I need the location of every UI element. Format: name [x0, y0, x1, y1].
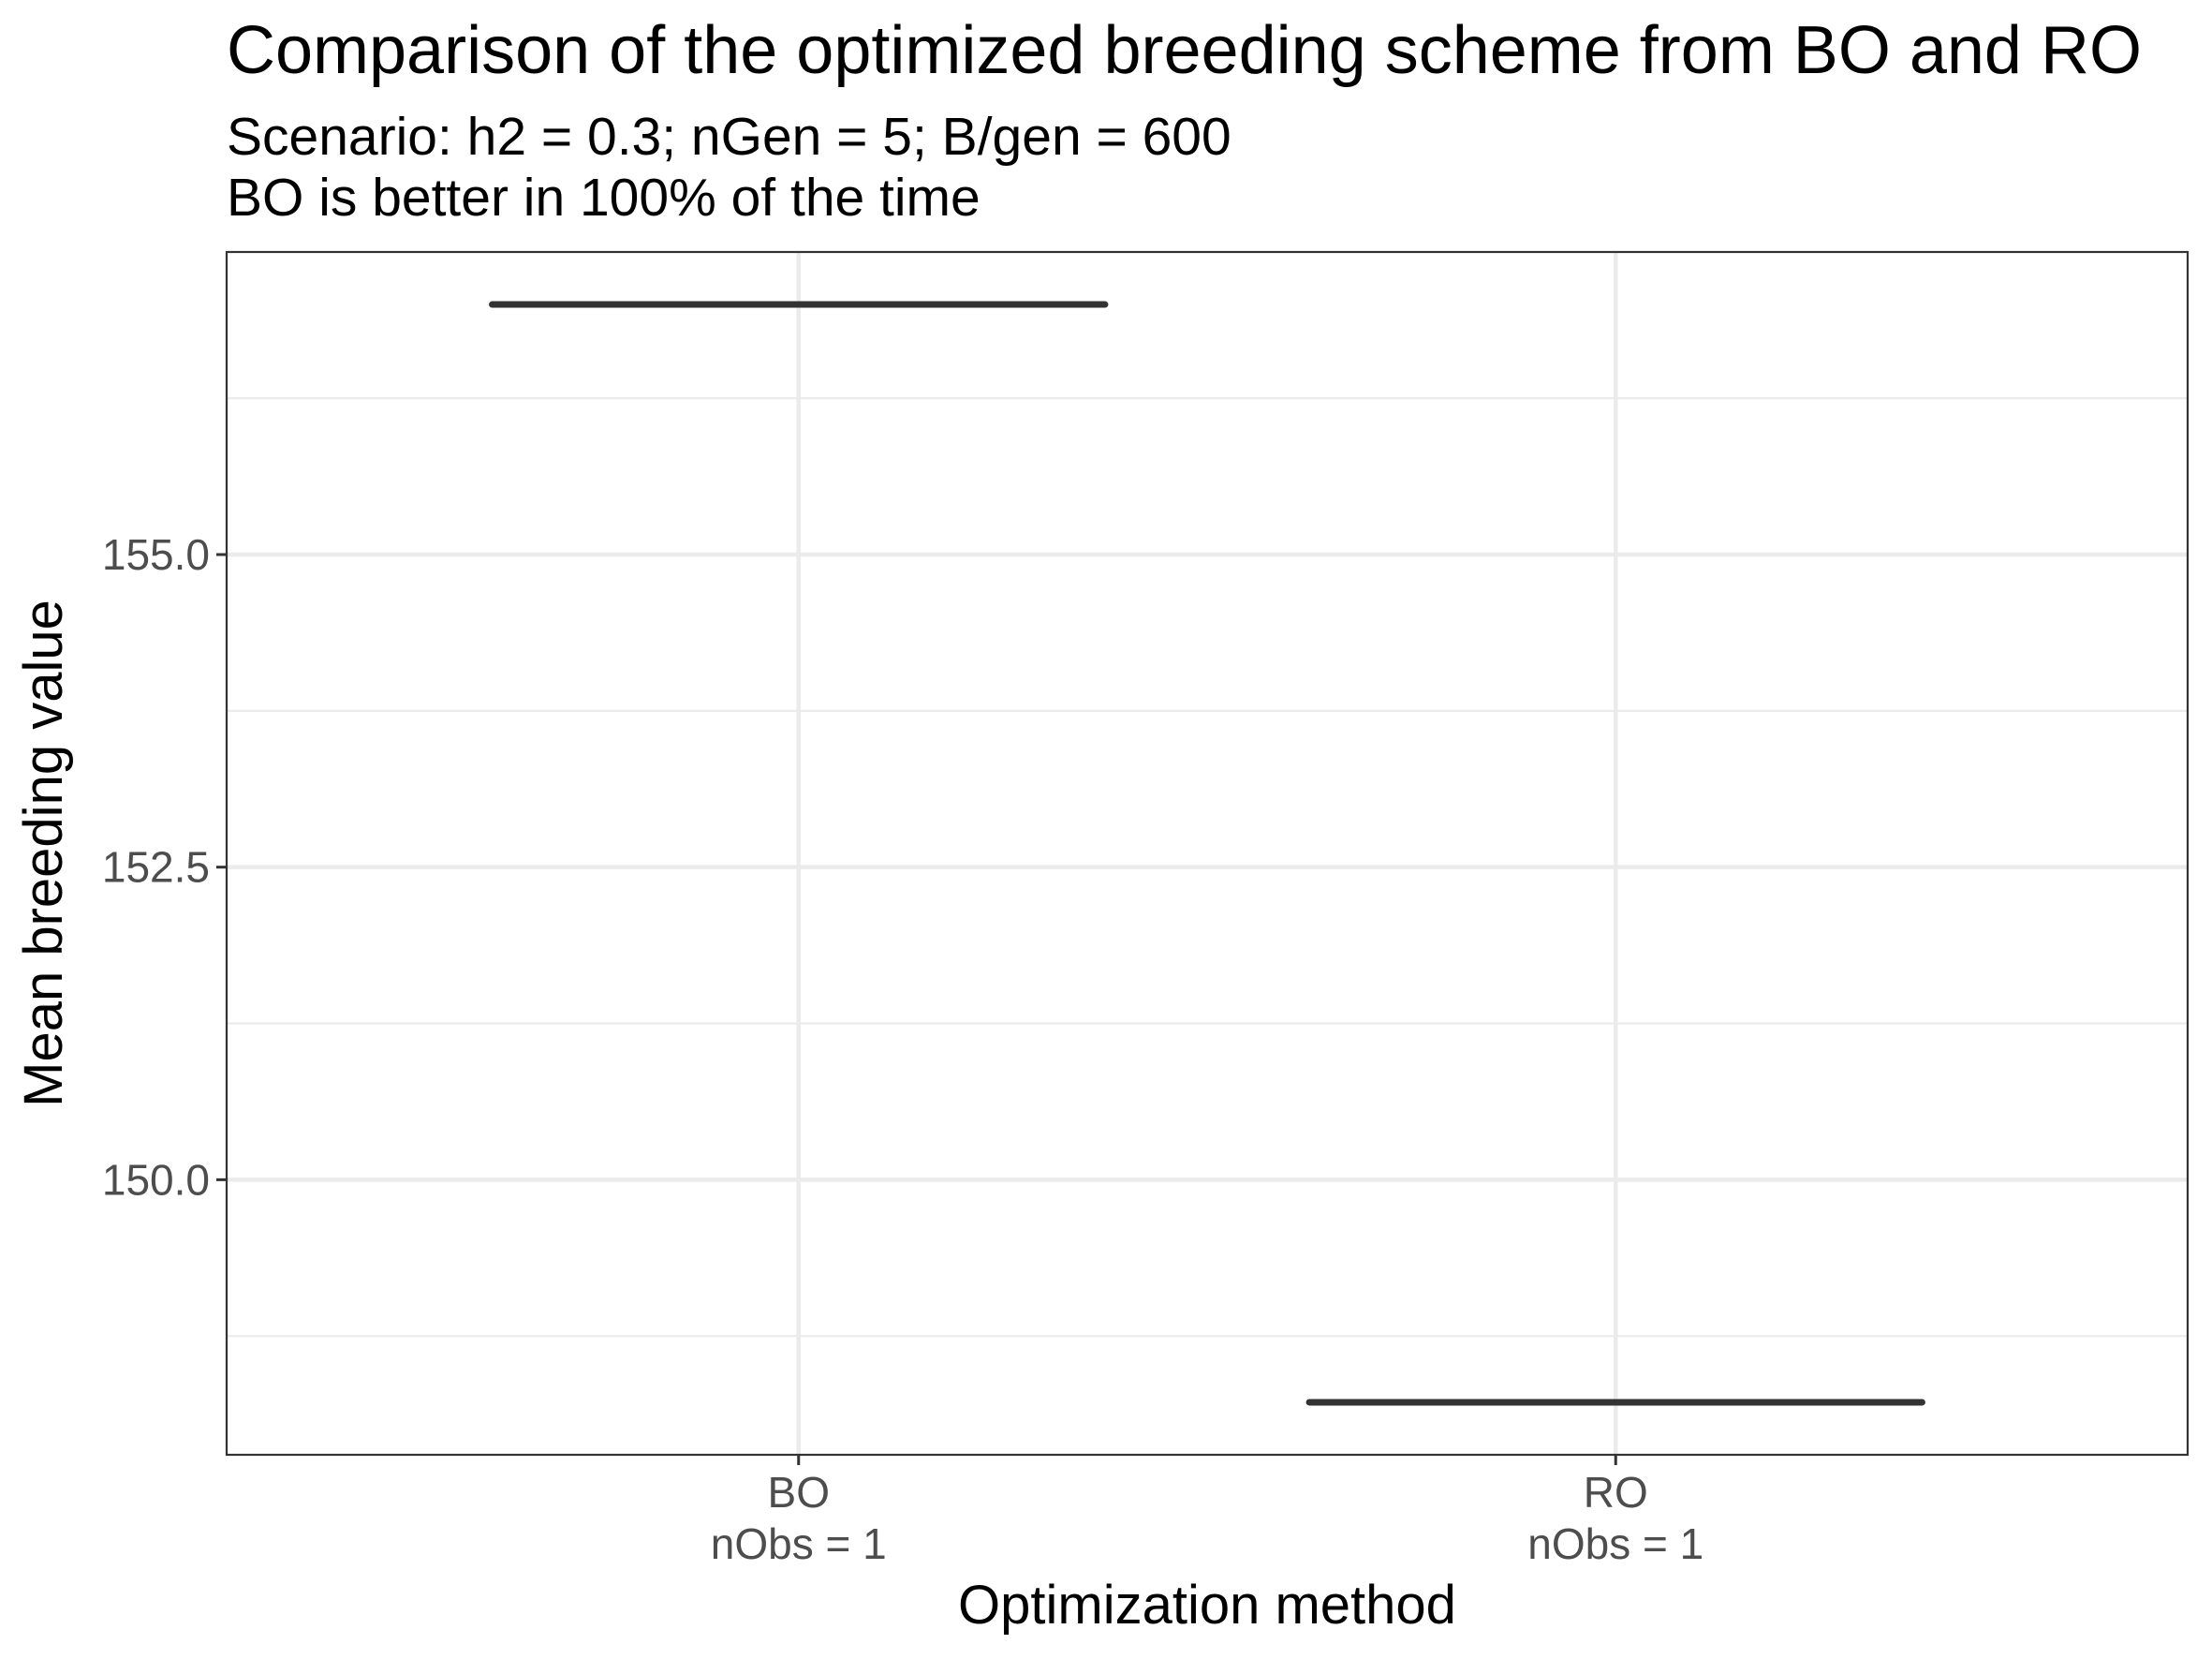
- x-tick-label: RO: [1584, 1468, 1648, 1517]
- y-axis: 150.0 152.5 155.0: [102, 530, 227, 1204]
- x-tick-sublabel: nObs = 1: [1527, 1519, 1703, 1568]
- x-tick-label: BO: [768, 1468, 830, 1517]
- x-tick-sublabel: nObs = 1: [711, 1519, 887, 1568]
- grid-layer: [227, 252, 2188, 1455]
- chart-subtitle-line-1: Scenario: h2 = 0.3; nGen = 5; B/gen = 60…: [227, 107, 1231, 167]
- y-axis-title: Mean breeding value: [13, 600, 74, 1107]
- y-tick-label: 152.5: [102, 843, 210, 892]
- chart-subtitle-line-2: BO is better in 100% of the time: [227, 168, 981, 228]
- y-tick-label: 150.0: [102, 1155, 210, 1204]
- median-layer: [489, 301, 1925, 1406]
- x-axis-title: Optimization method: [958, 1575, 1456, 1636]
- y-tick-label: 155.0: [102, 530, 210, 579]
- panel-background: [227, 252, 2188, 1455]
- plot-panel: [225, 250, 2190, 1457]
- chart-title: Comparison of the optimized breeding sch…: [227, 13, 2142, 88]
- panel-border: [225, 250, 2190, 1457]
